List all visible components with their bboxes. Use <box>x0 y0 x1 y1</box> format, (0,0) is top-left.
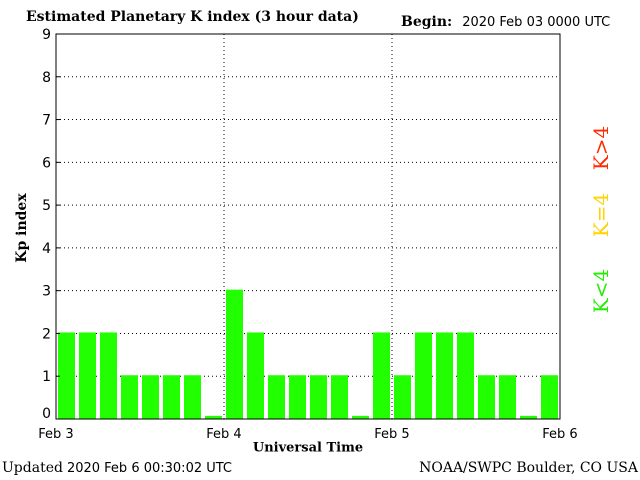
kp-bar <box>415 332 432 419</box>
x-ticks: Feb 3 Feb 4 Feb 5 Feb 6 <box>38 427 577 442</box>
kp-bar <box>499 375 516 419</box>
y-tick-label: 4 <box>42 241 51 257</box>
x-axis-label: Universal Time <box>252 440 364 456</box>
kp-bar <box>331 375 348 419</box>
x-tick-label: Feb 6 <box>542 427 577 442</box>
legend-k-below-4: K<4 <box>589 268 613 314</box>
y-tick-label: 3 <box>42 284 51 300</box>
kp-bar <box>226 289 243 419</box>
y-tick-label: 7 <box>42 113 51 129</box>
kp-bar <box>310 375 327 419</box>
updated-value: 2020 Feb 6 00:30:02 UTC <box>66 461 233 476</box>
begin-label: Begin: <box>401 14 453 30</box>
y-tick-label: 5 <box>42 198 51 214</box>
kp-bar <box>373 332 390 419</box>
kp-bar <box>205 415 222 419</box>
y-tick-label: 9 <box>42 27 51 43</box>
x-tick-label: Feb 5 <box>374 427 409 442</box>
kp-bar <box>352 415 369 419</box>
y-tick-label: 8 <box>42 70 51 86</box>
updated-label: Updated <box>2 460 63 476</box>
kp-bar <box>100 332 117 419</box>
kp-bar <box>457 332 474 419</box>
kp-bar <box>478 375 495 419</box>
y-tick-label: 6 <box>42 155 51 171</box>
y-tick-label: 0 <box>42 406 51 422</box>
grid-lines <box>56 33 560 419</box>
kp-bar <box>268 375 285 419</box>
chart-title: Estimated Planetary K index (3 hour data… <box>26 9 359 25</box>
kp-bar <box>520 415 537 419</box>
kp-bar <box>58 332 75 419</box>
legend-k-above-4: K>4 <box>589 125 613 171</box>
x-tick-label: Feb 4 <box>206 427 241 442</box>
begin-time: Begin: 2020 Feb 03 0000 UTC <box>401 14 610 30</box>
begin-value: 2020 Feb 03 0000 UTC <box>462 15 611 30</box>
kp-bar <box>247 332 264 419</box>
legend-k-equal-4: K=4 <box>589 192 613 238</box>
kp-bar <box>121 375 138 419</box>
kp-bar <box>436 332 453 419</box>
kp-bar <box>184 375 201 419</box>
kp-bar <box>541 375 558 419</box>
x-tick-label: Feb 3 <box>38 427 73 442</box>
y-tick-label: 2 <box>42 326 51 342</box>
bars <box>58 289 558 419</box>
kp-bar <box>163 375 180 419</box>
kp-bar <box>394 375 411 419</box>
kp-bar <box>79 332 96 419</box>
updated-timestamp: Updated 2020 Feb 6 00:30:02 UTC <box>2 460 232 476</box>
source-credit: NOAA/SWPC Boulder, CO USA <box>419 460 638 476</box>
y-tick-label: 1 <box>42 369 51 385</box>
y-ticks: 0 1 2 3 4 5 6 7 8 9 <box>42 27 60 422</box>
kp-bar <box>142 375 159 419</box>
kp-bar <box>289 375 306 419</box>
plot-frame <box>55 33 561 420</box>
